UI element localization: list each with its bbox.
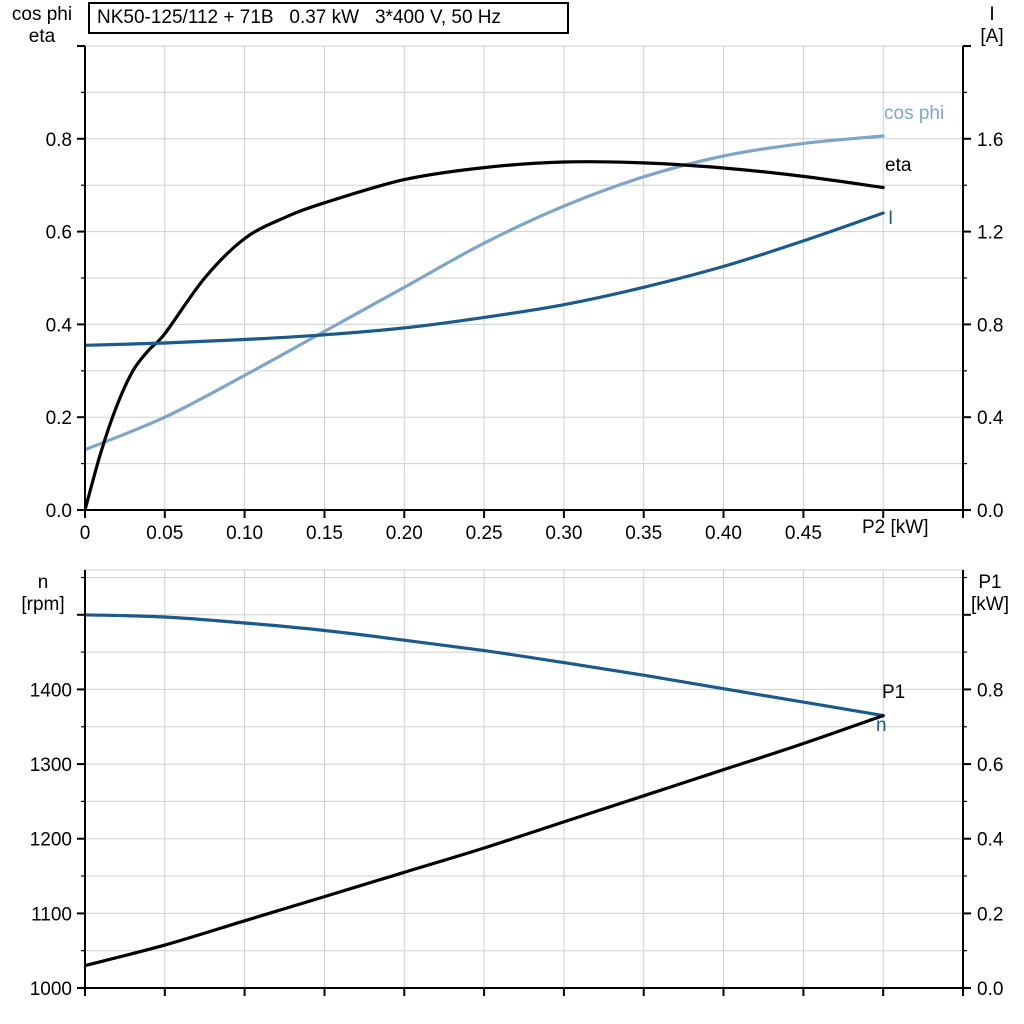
top-curve-current bbox=[85, 211, 885, 347]
top-x-tick-label-0.45: 0.45 bbox=[785, 523, 822, 544]
cos-phi-curve-label: cos phi bbox=[884, 103, 945, 124]
eta-curve-label: eta bbox=[885, 155, 912, 176]
top-left-tick-label-0.2: 0.2 bbox=[46, 408, 72, 429]
bottom-left-tick-label-1300: 1300 bbox=[30, 755, 72, 776]
top-x-tick-label-0.15: 0.15 bbox=[306, 523, 343, 544]
chart-title: NK50-125/112 + 71B 0.37 kW 3*400 V, 50 H… bbox=[97, 7, 502, 28]
bottom-left-tick-label-1100: 1100 bbox=[31, 904, 72, 925]
bottom-left-axis-unit: n [rpm] bbox=[6, 572, 80, 616]
bottom-chart: 1000 1100 1200 1300 1400 0.0 0.2 0.4 0.6 0.8 bbox=[30, 569, 1004, 1000]
p1-axis-unit: P1 bbox=[978, 572, 1002, 593]
top-curve-cos-phi bbox=[85, 134, 885, 452]
top-chart: 0.0 0.2 0.4 0.6 0.8 0.0 0.4 0.8 1.2 1.6 0 0.05 0.10 0… bbox=[46, 45, 1004, 544]
top-curve-eta bbox=[85, 160, 885, 510]
bottom-right-tick-label-0.4: 0.4 bbox=[977, 830, 1004, 851]
bottom-right-tick-label-0.8: 0.8 bbox=[977, 680, 1003, 701]
top-ticks: 0.0 0.2 0.4 0.6 0.8 0.0 0.4 0.8 1.2 1.6 0 0.05 0.10 0… bbox=[46, 45, 1004, 544]
top-right-tick-label-1.2: 1.2 bbox=[977, 223, 1003, 244]
top-gridlines bbox=[85, 45, 963, 510]
current-axis-unit: I bbox=[989, 4, 995, 25]
top-left-axis-unit: cos phi eta bbox=[4, 4, 80, 48]
bottom-gridlines bbox=[85, 569, 963, 988]
top-x-tick-label-0.35: 0.35 bbox=[625, 523, 662, 544]
bottom-left-tick-label-1200: 1200 bbox=[30, 830, 72, 851]
eta-axis-unit: eta bbox=[28, 26, 56, 47]
bottom-curve-n bbox=[85, 613, 885, 718]
top-x-tick-label-0.05: 0.05 bbox=[146, 523, 183, 544]
n-curve-label: n bbox=[876, 715, 887, 736]
bottom-curve-p1 bbox=[85, 714, 885, 968]
bottom-left-tick-label-1000: 1000 bbox=[30, 979, 72, 1000]
top-x-tick-label-0: 0 bbox=[80, 523, 91, 544]
current-curve-label: I bbox=[888, 208, 894, 229]
top-left-tick-label-0.8: 0.8 bbox=[46, 130, 72, 151]
kw-axis-unit: [kW] bbox=[971, 594, 1009, 615]
bottom-ticks: 1000 1100 1200 1300 1400 0.0 0.2 0.4 0.6 0.8 bbox=[30, 576, 1004, 1000]
bottom-right-tick-label-0.6: 0.6 bbox=[977, 755, 1003, 776]
rpm-axis-unit: [rpm] bbox=[21, 594, 65, 615]
speed-axis-unit: n bbox=[37, 572, 49, 593]
top-right-tick-label-0.0: 0.0 bbox=[977, 501, 1003, 522]
bottom-right-axis-unit: P1 [kW] bbox=[958, 572, 1022, 616]
ampere-axis-unit: [A] bbox=[980, 26, 1004, 47]
bottom-right-tick-label-0.0: 0.0 bbox=[977, 979, 1003, 1000]
top-left-tick-label-0.0: 0.0 bbox=[46, 501, 72, 522]
top-x-tick-label-0.40: 0.40 bbox=[705, 523, 742, 544]
x-axis-unit-label: P2 [kW] bbox=[862, 517, 929, 538]
top-x-tick-label-0.25: 0.25 bbox=[466, 523, 503, 544]
top-right-axis-unit: I [A] bbox=[964, 4, 1020, 48]
top-left-tick-label-0.4: 0.4 bbox=[46, 315, 73, 336]
top-x-tick-label-0.10: 0.10 bbox=[226, 523, 263, 544]
bottom-right-tick-label-0.2: 0.2 bbox=[977, 904, 1003, 925]
top-right-tick-label-0.8: 0.8 bbox=[977, 315, 1003, 336]
top-x-tick-label-0.30: 0.30 bbox=[545, 523, 582, 544]
p1-curve-label: P1 bbox=[882, 682, 906, 703]
cos-phi-axis-unit: cos phi bbox=[11, 4, 73, 25]
chart-title-box: NK50-125/112 + 71B 0.37 kW 3*400 V, 50 H… bbox=[88, 2, 569, 34]
top-left-tick-label-0.6: 0.6 bbox=[46, 223, 72, 244]
top-x-tick-label-0.20: 0.20 bbox=[386, 523, 423, 544]
top-right-tick-label-1.6: 1.6 bbox=[977, 130, 1003, 151]
bottom-left-tick-label-1400: 1400 bbox=[30, 680, 72, 701]
bottom-axes bbox=[84, 570, 964, 989]
top-right-tick-label-0.4: 0.4 bbox=[977, 408, 1004, 429]
